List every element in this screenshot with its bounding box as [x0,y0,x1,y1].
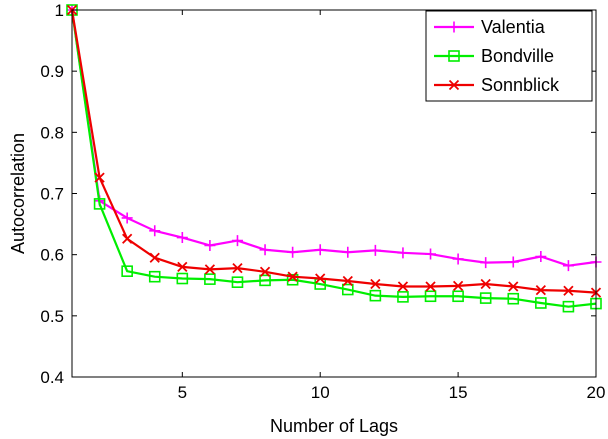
axes-layer: 5 10 15 20 0.4 0.5 0.6 0.7 0.8 0.9 1 [40,1,605,402]
data-point-bondville [479,292,492,304]
data-point-valentia [342,246,354,258]
data-point-sonnblick [287,271,298,282]
y-tick-label: 0.6 [40,246,64,265]
legend-item-valentia: Valentia [434,17,546,37]
data-point-valentia [507,256,519,268]
x-axis-label: Number of Lags [270,416,398,436]
legend-item-bondville: Bondville [434,46,554,66]
data-point-sonnblick [397,281,409,292]
data-point-bondville [507,292,520,305]
data-point-valentia [425,248,437,260]
data-point-valentia [176,232,188,244]
data-point-bondville [397,291,409,303]
x-tick-label: 15 [449,383,468,402]
legend-label-valentia: Valentia [481,17,546,37]
legend: Valentia Bondville Sonnblick [425,10,593,102]
data-point-bondville [341,283,354,296]
data-point-sonnblick [177,261,188,273]
data-point-bondville [176,272,189,285]
data-point-sonnblick [315,273,326,284]
data-point-sonnblick [425,281,436,292]
data-point-bondville [424,290,437,303]
x-tick-label: 10 [311,383,330,402]
data-point-valentia [314,244,326,256]
data-point-bondville [562,300,575,313]
legend-label-sonnblick: Sonnblick [481,75,560,95]
data-point-sonnblick [508,281,519,292]
legend-marker-sonnblick [448,79,460,91]
y-tick-label: 1 [55,1,64,20]
data-point-valentia [452,253,464,265]
data-point-bondville [93,198,106,210]
series-layer [66,4,602,313]
data-point-bondville [369,289,382,302]
legend-item-sonnblick: Sonnblick [434,75,560,95]
y-tick-label: 0.8 [40,123,64,142]
data-point-sonnblick [480,278,491,290]
data-point-bondville [535,297,547,309]
data-point-bondville [286,273,299,286]
series-bondville [66,4,602,313]
data-point-sonnblick [535,285,546,296]
data-point-sonnblick [122,233,133,244]
data-point-bondville [452,290,464,303]
data-point-sonnblick [149,252,160,263]
series-valentia [66,4,602,272]
data-point-bondville [231,276,244,288]
x-tick-label: 20 [587,383,606,402]
series-sonnblick [66,4,602,298]
y-tick-label: 0.4 [40,368,64,387]
data-point-valentia [204,239,216,251]
data-point-sonnblick [94,172,105,183]
data-point-valentia [562,260,574,272]
y-tick-label: 0.5 [40,307,64,326]
data-point-valentia [397,247,409,259]
data-point-valentia [149,225,161,237]
data-point-sonnblick [259,266,271,277]
data-point-sonnblick [342,275,353,287]
series-line-sonnblick [70,9,597,294]
y-axis-label: Autocorrelation [8,133,28,254]
data-point-bondville [259,274,271,287]
data-point-valentia [121,212,133,224]
data-point-sonnblick [452,280,464,291]
data-point-sonnblick [370,278,381,290]
y-tick-label: 0.7 [40,185,64,204]
data-point-valentia [287,246,299,258]
data-point-bondville [148,270,161,283]
data-point-sonnblick [204,264,216,275]
data-point-valentia [231,235,243,247]
data-point-valentia [480,257,492,269]
x-tick-label: 5 [178,383,187,402]
data-point-valentia [369,244,381,256]
legend-marker-valentia [448,21,460,33]
legend-marker-bondville [448,50,460,62]
y-tick-label: 0.9 [40,62,64,81]
data-point-valentia [535,251,547,263]
data-point-bondville [204,273,216,285]
legend-label-bondville: Bondville [481,46,554,66]
data-point-valentia [259,244,271,256]
data-point-sonnblick [232,262,243,274]
data-point-bondville [121,265,133,277]
data-point-sonnblick [563,285,574,296]
